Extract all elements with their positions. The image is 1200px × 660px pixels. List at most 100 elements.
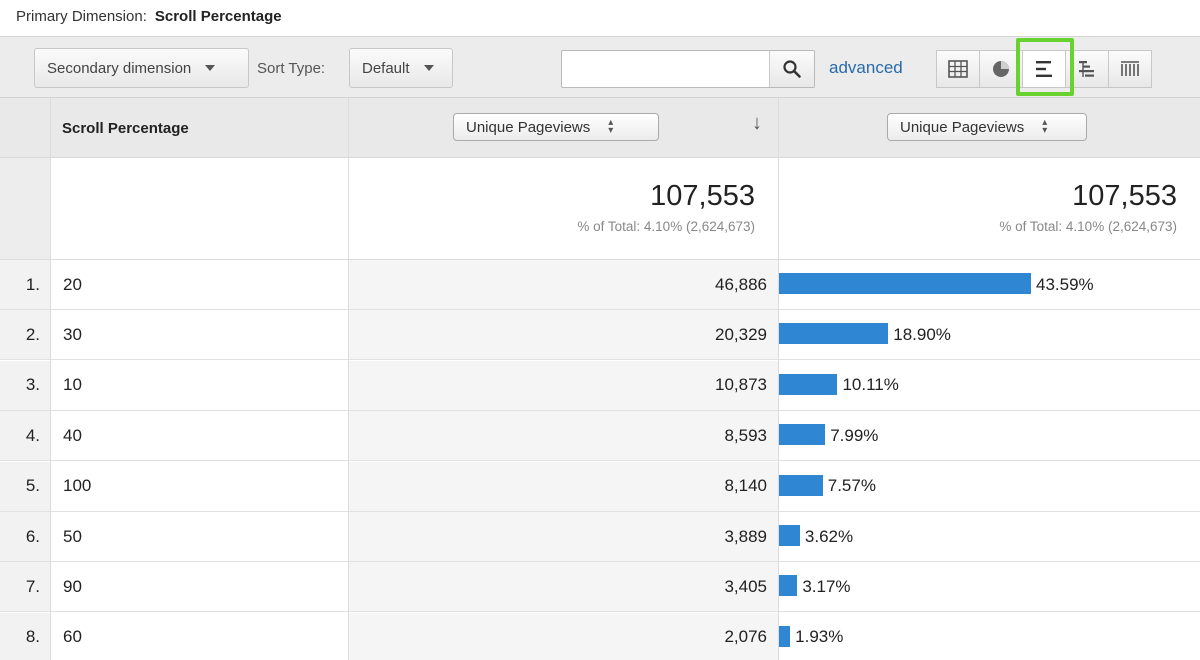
row-index: 6.: [25, 526, 40, 546]
row-index: 1.: [25, 274, 40, 294]
search-button[interactable]: [769, 51, 814, 87]
chevron-down-icon: [205, 65, 216, 71]
sort-descending-icon[interactable]: ↓: [752, 112, 762, 134]
row-index: 8.: [25, 627, 40, 647]
pivot-view-icon: [1121, 61, 1139, 76]
percentage-label: 18.90%: [893, 324, 951, 344]
primary-dimension-value[interactable]: Scroll Percentage: [154, 7, 282, 25]
percentage-bar: [779, 424, 826, 446]
pie-view-button[interactable]: [979, 50, 1023, 88]
table-view-icon: [948, 60, 968, 78]
comparison-view-button[interactable]: [1022, 50, 1066, 88]
total-value-1: 107,553: [650, 180, 755, 212]
sort-type-dropdown[interactable]: Default: [349, 48, 453, 88]
table-row: 7. 90 3,405 3.17%: [0, 562, 1200, 613]
row-metric-cell: [349, 360, 778, 410]
row-index-cell: [0, 512, 50, 561]
row-metric-value: 3,889: [724, 526, 767, 546]
row-metric-value: 10,873: [715, 375, 767, 395]
row-index: 7.: [25, 576, 40, 596]
row-index: 4.: [25, 425, 40, 445]
metric-selector-2-label: Unique Pageviews: [900, 118, 1025, 136]
row-metric-cell: [349, 562, 778, 612]
row-metric-value: 2,076: [724, 627, 767, 647]
totals-dimension-cell: [51, 158, 348, 259]
search-input[interactable]: [561, 50, 815, 88]
total-metric-2: 107,553 % of Total: 4.10% (2,624,673): [779, 180, 1177, 234]
metric-selector-2[interactable]: Unique Pageviews ▴ ▾: [887, 113, 1087, 141]
percentage-bar: [779, 373, 838, 395]
secondary-dimension-dropdown[interactable]: Secondary dimension: [34, 48, 249, 88]
row-metric-cell: [349, 612, 778, 660]
sort-type-label: Sort Type:: [257, 59, 326, 77]
row-dimension-value[interactable]: 50: [63, 526, 82, 546]
row-dimension-value[interactable]: 10: [63, 375, 82, 395]
primary-dimension-label: Primary Dimension:: [16, 7, 147, 25]
table-row: 6. 50 3,889 3.62%: [0, 512, 1200, 562]
row-index-cell: [0, 461, 50, 511]
percentage-bar: [779, 625, 791, 647]
percentage-bar: [779, 273, 1031, 294]
row-dimension-value[interactable]: 30: [63, 324, 82, 344]
table-row: 2. 30 20,329 18.90%: [0, 310, 1200, 361]
pie-view-icon: [993, 61, 1009, 77]
dimension-column-header[interactable]: Scroll Percentage: [62, 119, 189, 137]
column-divider: [50, 98, 51, 660]
percentage-label: 3.62%: [804, 526, 854, 546]
row-index-cell: [0, 360, 50, 410]
table-header-row: Scroll Percentage Unique Pageviews ▴ ▾ Un…: [0, 98, 1200, 158]
term-cloud-icon: [1079, 61, 1094, 77]
column-divider: [348, 98, 349, 660]
row-metric-value: 8,593: [724, 425, 767, 445]
view-switcher: [936, 50, 1152, 88]
row-index-cell: [0, 562, 50, 612]
metric-selector-1-label: Unique Pageviews: [466, 118, 591, 136]
percentage-label: 7.99%: [830, 425, 879, 445]
sort-type-value: Default: [362, 59, 410, 77]
row-index-cell: [0, 260, 50, 309]
totals-row: 107,553 % of Total: 4.10% (2,624,673) 10…: [0, 158, 1200, 260]
updown-arrows-icon: ▴ ▾: [1042, 117, 1048, 136]
row-metric-value: 20,329: [715, 324, 767, 344]
row-dimension-value[interactable]: 90: [63, 576, 82, 596]
report-toolbar: Secondary dimension Sort Type: Default a…: [0, 36, 1200, 98]
row-dimension-value[interactable]: 20: [63, 274, 82, 294]
updown-arrows-icon: ▴ ▾: [608, 117, 614, 136]
pivot-view-button[interactable]: [1108, 50, 1152, 88]
metric-selector-1[interactable]: Unique Pageviews ▴ ▾: [453, 113, 659, 141]
totals-index-cell: [0, 158, 50, 259]
percentage-bar: [779, 474, 823, 496]
row-index: 3.: [25, 375, 40, 395]
row-dimension-value[interactable]: 60: [63, 627, 82, 647]
percentage-label: 7.57%: [827, 476, 876, 496]
row-index-cell: [0, 612, 50, 660]
row-metric-value: 46,886: [715, 274, 767, 294]
secondary-dimension-label: Secondary dimension: [47, 59, 192, 77]
row-metric-cell: [349, 461, 778, 511]
table-view-button[interactable]: [936, 50, 980, 88]
percentage-label: 10.11%: [842, 375, 899, 395]
row-index: 2.: [25, 324, 40, 344]
comparison-view-icon: [1036, 61, 1052, 77]
percentage-bar: [779, 323, 889, 345]
table-row: 5. 100 8,140 7.57%: [0, 461, 1200, 512]
table-row: 3. 10 10,873 10.11%: [0, 360, 1200, 411]
table-row: 8. 60 2,076 1.93%: [0, 612, 1200, 660]
row-metric-value: 8,140: [724, 476, 767, 496]
active-view-highlight: [1016, 38, 1074, 96]
row-metric-cell: [349, 310, 778, 360]
advanced-filter-link[interactable]: advanced: [829, 58, 903, 77]
percentage-label: 1.93%: [795, 627, 844, 647]
chevron-down-icon: [423, 65, 434, 71]
row-dimension-value[interactable]: 100: [63, 476, 92, 496]
row-metric-value: 3,405: [724, 576, 767, 596]
row-index-cell: [0, 310, 50, 360]
row-dimension-value[interactable]: 40: [63, 425, 82, 445]
table-row: 1. 20 46,886 43.59%: [0, 260, 1200, 310]
percentage-label: 3.17%: [802, 576, 851, 596]
column-divider: [778, 98, 779, 660]
row-metric-cell: [349, 411, 778, 461]
row-metric-cell: [349, 512, 778, 561]
row-index: 5.: [25, 476, 40, 496]
